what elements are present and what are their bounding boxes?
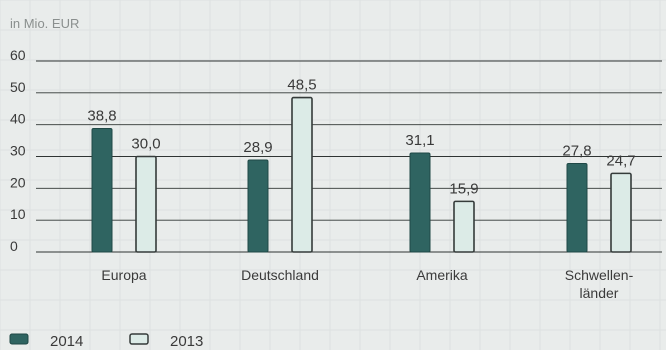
y-tick-label: 50	[10, 79, 26, 95]
y-tick-label: 40	[10, 111, 26, 127]
legend: 2014 2013	[9, 333, 203, 350]
category-label: Europa	[101, 267, 146, 283]
data-labels: 38,8 30,0 28,9 48,5 31,1 15,9 27,8 24,7	[87, 77, 635, 198]
bar-2014-3	[566, 163, 588, 253]
data-label: 15,9	[449, 180, 478, 197]
category-label: Schwellen-	[565, 267, 634, 283]
bars	[91, 96, 632, 253]
legend-label-2014: 2014	[50, 333, 83, 350]
unit-label: in Mio. EUR	[10, 16, 79, 31]
y-tick-label: 60	[10, 47, 26, 63]
category-label: Amerika	[416, 267, 468, 283]
legend-swatch-2014	[9, 333, 29, 345]
bar-2013-2	[453, 200, 475, 253]
bar-2013-0	[135, 155, 157, 253]
data-label: 48,5	[287, 77, 316, 94]
data-label: 27,8	[562, 143, 591, 160]
data-label: 31,1	[405, 132, 434, 149]
legend-label-2013: 2013	[170, 333, 203, 350]
bar-2013-3	[610, 172, 632, 253]
bar-2014-0	[91, 127, 113, 253]
y-tick-label: 20	[10, 174, 26, 190]
bar-2014-2	[409, 152, 431, 253]
bar-2013-1	[291, 96, 313, 253]
y-tick-label: 30	[10, 143, 26, 159]
y-tick-label: 10	[10, 206, 26, 222]
data-label: 30,0	[131, 136, 160, 153]
gridlines	[36, 60, 662, 253]
y-axis-ticks: 0 10 20 30 40 50 60	[10, 47, 26, 254]
data-label: 28,9	[243, 139, 272, 156]
data-label: 38,8	[87, 107, 116, 124]
category-label: Deutschland	[241, 267, 319, 283]
bar-2014-1	[247, 159, 269, 253]
category-labels: Europa Deutschland Amerika Schwellen-länder	[101, 267, 633, 301]
category-label: länder	[580, 285, 619, 301]
legend-swatch-2013	[129, 333, 149, 345]
data-label: 24,7	[606, 152, 635, 169]
y-tick-label: 0	[10, 238, 18, 254]
